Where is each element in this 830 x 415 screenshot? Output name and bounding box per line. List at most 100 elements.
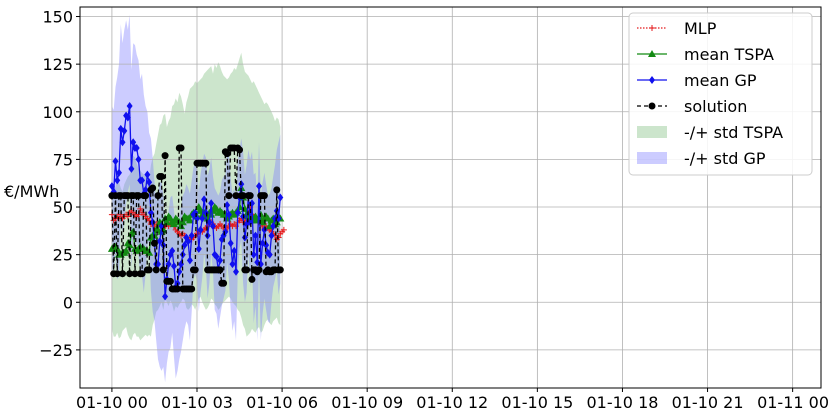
data-point	[170, 262, 177, 271]
data-point	[239, 192, 247, 200]
data-point	[255, 266, 263, 274]
data-point	[156, 237, 163, 246]
data-point	[220, 279, 228, 287]
x-tick-label: 01-10 21	[672, 393, 744, 412]
data-point	[260, 192, 268, 200]
data-point	[166, 277, 174, 285]
data-point	[231, 246, 238, 255]
data-point	[233, 267, 239, 276]
x-tick-label: 01-10 09	[331, 393, 403, 412]
data-point	[114, 176, 121, 185]
legend-label: -/+ std GP	[684, 149, 766, 168]
data-point	[185, 237, 192, 246]
data-point	[256, 182, 263, 191]
x-tick-label: 01-10 06	[246, 393, 318, 412]
data-point	[161, 152, 169, 160]
plot-frame	[79, 6, 822, 389]
data-point	[225, 210, 232, 219]
legend-marker	[649, 76, 655, 84]
data-point	[202, 159, 210, 167]
legend-entry: solution	[637, 97, 747, 116]
y-tick-label: 125	[42, 55, 73, 74]
data-point	[121, 126, 128, 135]
legend-marker	[648, 102, 656, 110]
data-point	[250, 250, 257, 259]
data-point	[199, 214, 206, 223]
x-tick-label: 01-10 18	[586, 393, 658, 412]
data-point	[130, 138, 137, 147]
data-point	[142, 185, 149, 194]
data-point	[147, 208, 154, 217]
data-point	[206, 218, 213, 227]
legend-entry: -/+ std GP	[637, 149, 766, 168]
data-point	[263, 241, 270, 250]
data-point	[126, 102, 133, 111]
data-point	[177, 222, 186, 230]
data-point	[112, 157, 119, 166]
data-point	[277, 193, 284, 202]
data-point	[255, 214, 264, 222]
x-tick-label: 01-10 03	[161, 393, 233, 412]
data-point	[209, 222, 216, 231]
data-point	[188, 285, 196, 293]
data-point	[243, 266, 251, 274]
data-point	[159, 266, 167, 274]
data-point	[137, 205, 144, 212]
data-point	[270, 222, 277, 231]
band-1	[111, 14, 281, 383]
data-point	[144, 170, 151, 179]
data-point	[266, 250, 273, 259]
data-point	[261, 225, 268, 234]
data-point	[149, 184, 157, 192]
data-point	[108, 182, 115, 191]
data-point	[225, 192, 233, 200]
data-point	[241, 233, 248, 242]
data-point	[224, 201, 231, 210]
legend-label: MLP	[684, 19, 717, 38]
data-point	[197, 225, 204, 234]
y-tick-label: 50	[53, 198, 73, 217]
data-point	[129, 227, 138, 235]
x-tick-label: 01-10 12	[416, 393, 488, 412]
data-point	[235, 203, 244, 211]
data-point	[146, 178, 153, 187]
data-point	[162, 218, 171, 226]
axes-layer: −25 0 25 50 75 100 125 150 01-10 00 01-10 03 01-10…	[39, 6, 829, 412]
data-point	[119, 138, 126, 147]
data-point	[152, 266, 160, 274]
legend-box	[628, 12, 813, 176]
x-tick-label: 01-11 00	[757, 393, 829, 412]
y-tick-label: 150	[42, 8, 73, 27]
data-point	[276, 266, 284, 274]
data-point	[145, 266, 153, 274]
data-point	[272, 218, 281, 226]
legend-entry: mean GP	[637, 71, 757, 90]
data-point	[201, 195, 208, 204]
data-point	[185, 216, 194, 224]
data-point	[177, 144, 185, 152]
legend-label: mean GP	[684, 71, 757, 90]
x-tick-label: 01-10 15	[501, 393, 573, 412]
data-point	[133, 143, 140, 152]
data-point	[122, 246, 131, 254]
data-point	[246, 192, 254, 200]
x-tick-label: 01-10 00	[76, 393, 148, 412]
data-point	[247, 218, 254, 227]
data-point	[174, 285, 181, 293]
data-point	[162, 292, 169, 301]
data-point	[229, 260, 236, 269]
data-point	[195, 244, 202, 253]
data-point	[268, 231, 275, 240]
data-point	[124, 113, 131, 122]
legend-entry: MLP	[637, 19, 717, 38]
y-tick-label: 100	[42, 103, 73, 122]
y-tick-label: 25	[53, 246, 73, 265]
series-markers-3	[108, 144, 284, 293]
legend-entry: mean TSPA	[637, 45, 774, 64]
data-point	[275, 234, 282, 241]
data-point	[135, 192, 142, 200]
data-point	[135, 155, 142, 164]
data-point	[216, 266, 224, 274]
legend-label: mean TSPA	[684, 45, 774, 64]
data-point	[169, 246, 176, 255]
